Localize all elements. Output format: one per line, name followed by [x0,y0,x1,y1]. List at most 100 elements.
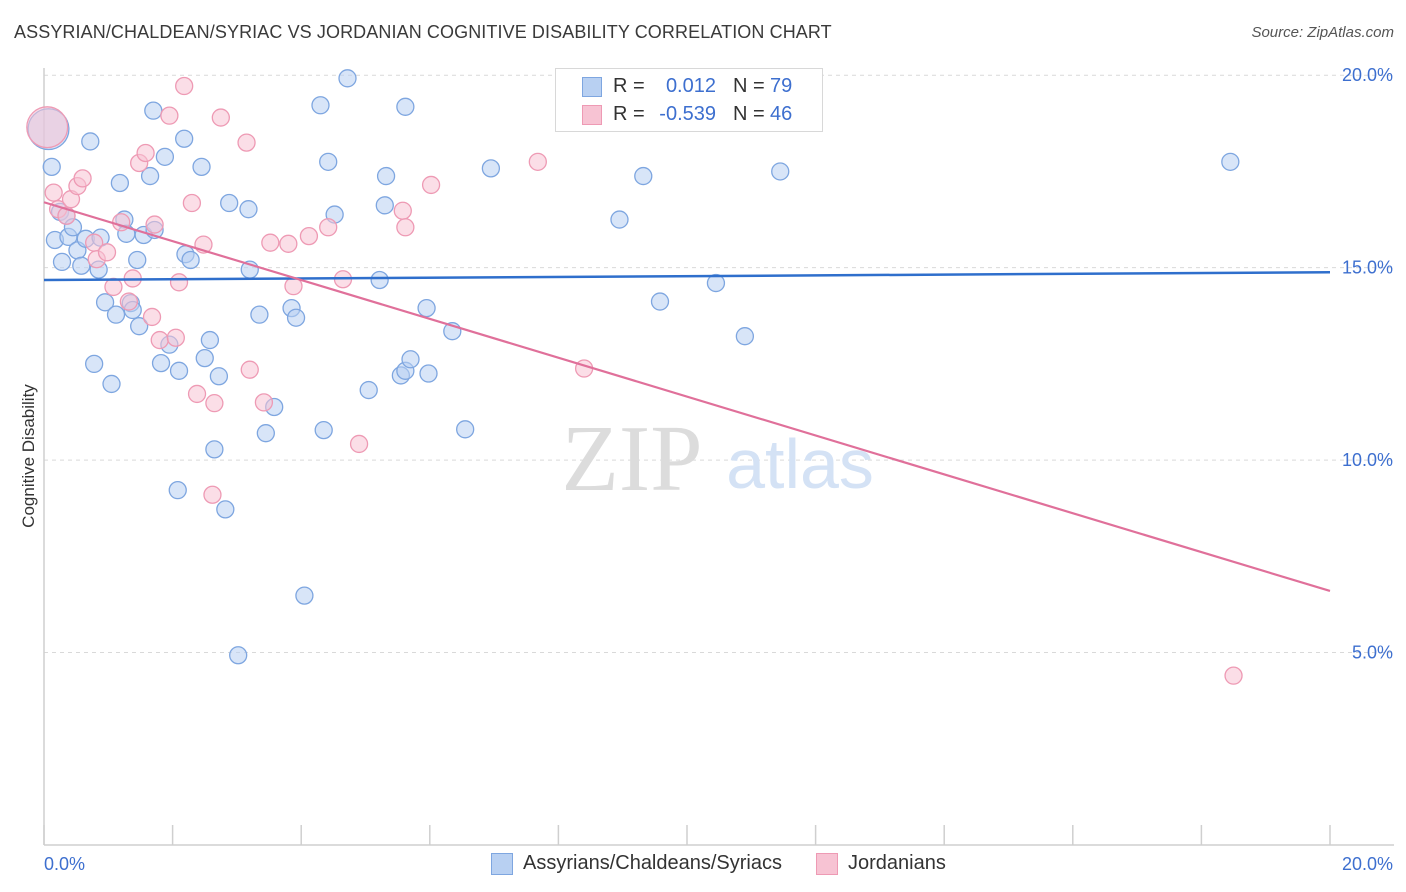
jordanians-point-16 [142,307,162,327]
y-tick-label: 15.0% [1342,258,1393,278]
y-tick-label: 10.0% [1342,450,1393,470]
assyrians-point-54 [314,420,333,440]
assyrians-point-75 [735,327,755,346]
jordanians-point-22 [175,76,194,96]
jordanians-point-44 [1224,666,1243,685]
assyrians-point-72 [634,166,653,186]
assyrians-point-51 [286,308,306,327]
jordanians-point-38 [349,434,369,454]
bottom-legend-swatch-pink [816,853,838,875]
assyrians-point-59 [370,270,389,290]
bottom-legend-label: Assyrians/Chaldeans/Syriacs [523,852,782,874]
series-assyrians-points [27,69,1240,665]
assyrians-point-60 [376,166,396,186]
legend-row-assyrians: R = 0.012 N = 79 [556,74,822,100]
jordanians-point-19 [160,106,179,125]
assyrians-point-71 [610,210,629,229]
assyrians-point-37 [192,157,211,176]
jordanians-point-35 [299,226,319,246]
watermark-atlas: atlas [726,425,874,503]
legend-r-label: R = [613,103,645,125]
trend-line-jordanians [43,201,1331,593]
legend-n-value: 79 [770,75,793,97]
jordanians-point-23 [182,193,202,213]
assyrians-point-58 [359,380,378,400]
assyrians-point-11 [81,132,100,151]
assyrians-point-23 [128,250,147,270]
assyrians-point-76 [771,162,790,181]
legend-swatch-pink [582,105,602,125]
watermark: ZIP atlas [562,407,874,511]
jordanians-point-30 [240,360,259,379]
legend-row-jordanians: R = -0.539 N = 46 [556,102,822,128]
jordanians-point-20 [166,328,185,347]
legend-n-label: N = [733,103,765,125]
jordanians-point-29 [237,133,256,152]
assyrians-point-33 [169,361,189,380]
trend-lines [43,201,1331,593]
assyrians-point-32 [168,480,187,500]
x-tick-label: 20.0% [1342,854,1393,874]
assyrians-point-44 [229,646,248,665]
series-jordanians-points [26,76,1243,685]
watermark-zip: ZIP [562,407,703,511]
assyrians-point-45 [239,200,258,219]
assyrians-point-52 [295,586,314,605]
source-label: Source: ZipAtlas.com [1251,24,1394,41]
jordanians-point-15 [136,143,155,163]
jordanians-point-1 [44,183,63,202]
trend-line-assyrians [43,271,1331,282]
legend-r-label: R = [613,75,645,97]
assyrians-point-29 [151,353,171,373]
axes [43,68,1394,846]
assyrians-point-17 [106,305,126,324]
legend-n-value: 46 [770,103,793,125]
jordanians-point-10 [104,277,123,297]
jordanians-point-40 [396,218,415,237]
legend-r-value: 0.012 [665,75,716,97]
assyrians-point-4 [52,252,72,272]
assyrians-point-12 [85,354,104,374]
jordanians-point-9 [97,243,117,262]
jordanians-point-32 [261,233,280,252]
assyrians-point-67 [419,364,438,383]
assyrians-point-48 [256,424,275,443]
stats-legend: R = 0.012 N = 79 R = -0.539 N = 46 [555,68,823,132]
y-tick-label: 5.0% [1352,643,1393,663]
y-tick-label: 20.0% [1342,65,1393,85]
assyrians-point-42 [216,500,235,519]
assyrians-point-30 [155,147,175,166]
y-axis-title: Cognitive Disability [19,384,38,528]
legend-swatch-blue [582,77,602,97]
jordanians-point-24 [187,384,207,404]
legend-n-label: N = [733,75,765,97]
jordanians-point-42 [528,152,547,171]
assyrians-point-24 [130,317,149,336]
jordanians-point-17 [145,215,164,234]
jordanians-point-31 [254,393,274,412]
assyrians-point-43 [220,193,239,213]
jordanians-point-28 [211,108,230,127]
assyrians-point-1 [42,157,61,176]
jordanians-point-43 [574,359,594,378]
jordanians-point-36 [319,218,338,237]
assyrians-point-40 [205,440,224,459]
assyrians-point-38 [195,348,214,368]
assyrians-point-74 [706,273,726,293]
bottom-legend-label: Jordanians [848,852,946,874]
jordanians-point-0 [26,106,69,149]
assyrians-point-36 [181,250,200,270]
assyrians-point-61 [375,196,394,215]
axis-labels: 5.0% 10.0% 15.0% 20.0% 0.0% 20.0% Cognitive Di… [19,65,1393,874]
assyrians-point-64 [396,97,415,116]
jordanians-point-12 [119,292,139,311]
legend-r-value: -0.539 [659,103,716,125]
jordanians-point-21 [169,273,189,292]
jordanians-point-26 [203,485,222,504]
jordanians-point-41 [421,175,441,195]
jordanians-point-6 [73,169,92,188]
assyrians-point-70 [481,159,501,178]
assyrians-point-77 [1221,152,1240,171]
assyrians-point-16 [102,374,121,394]
bottom-legend-swatch-blue [491,853,513,875]
